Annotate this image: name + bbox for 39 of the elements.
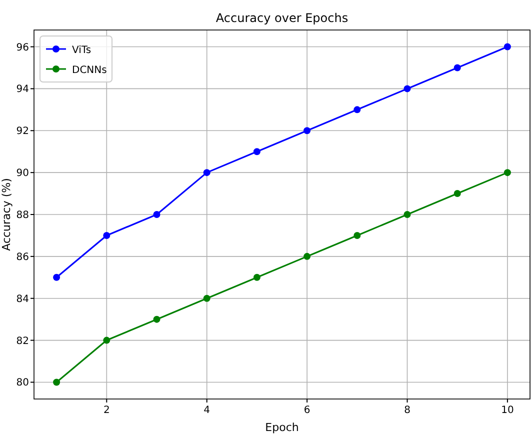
point bbox=[404, 211, 411, 218]
chart-title: Accuracy over Epochs bbox=[216, 11, 348, 25]
x-tick-label: 2 bbox=[103, 405, 110, 416]
legend-label: ViTs bbox=[72, 45, 92, 56]
point bbox=[354, 232, 361, 239]
point bbox=[404, 85, 411, 92]
point bbox=[153, 211, 160, 218]
x-tick-label: 8 bbox=[404, 405, 410, 416]
x-axis-title: Epoch bbox=[265, 421, 299, 434]
point bbox=[454, 190, 461, 198]
point bbox=[253, 148, 260, 156]
point bbox=[203, 294, 210, 302]
point bbox=[103, 336, 110, 344]
point bbox=[304, 252, 311, 260]
point bbox=[203, 169, 210, 176]
y-tick-label: 84 bbox=[16, 294, 29, 305]
point bbox=[103, 232, 110, 239]
point bbox=[53, 274, 60, 281]
point bbox=[304, 127, 311, 134]
y-tick-label: 86 bbox=[16, 252, 29, 263]
point bbox=[454, 64, 461, 72]
point bbox=[253, 274, 260, 281]
x-tick-label: 10 bbox=[501, 405, 514, 416]
point bbox=[53, 378, 60, 386]
point bbox=[354, 106, 361, 114]
y-tick-label: 82 bbox=[16, 336, 29, 347]
x-tick-label: 4 bbox=[204, 405, 210, 416]
point bbox=[504, 169, 511, 176]
y-tick-label: 88 bbox=[16, 210, 29, 221]
point bbox=[153, 316, 160, 323]
y-tick-label: 92 bbox=[16, 126, 29, 138]
y-tick-label: 80 bbox=[16, 378, 29, 389]
point bbox=[504, 43, 511, 50]
y-axis-title: Accuracy (%) bbox=[0, 178, 13, 251]
y-tick-label: 96 bbox=[16, 42, 29, 54]
x-tick-label: 6 bbox=[304, 405, 310, 416]
legend-label: DCNNs bbox=[72, 65, 107, 76]
y-tick-label: 94 bbox=[16, 84, 29, 96]
y-tick-label: 90 bbox=[16, 168, 29, 180]
